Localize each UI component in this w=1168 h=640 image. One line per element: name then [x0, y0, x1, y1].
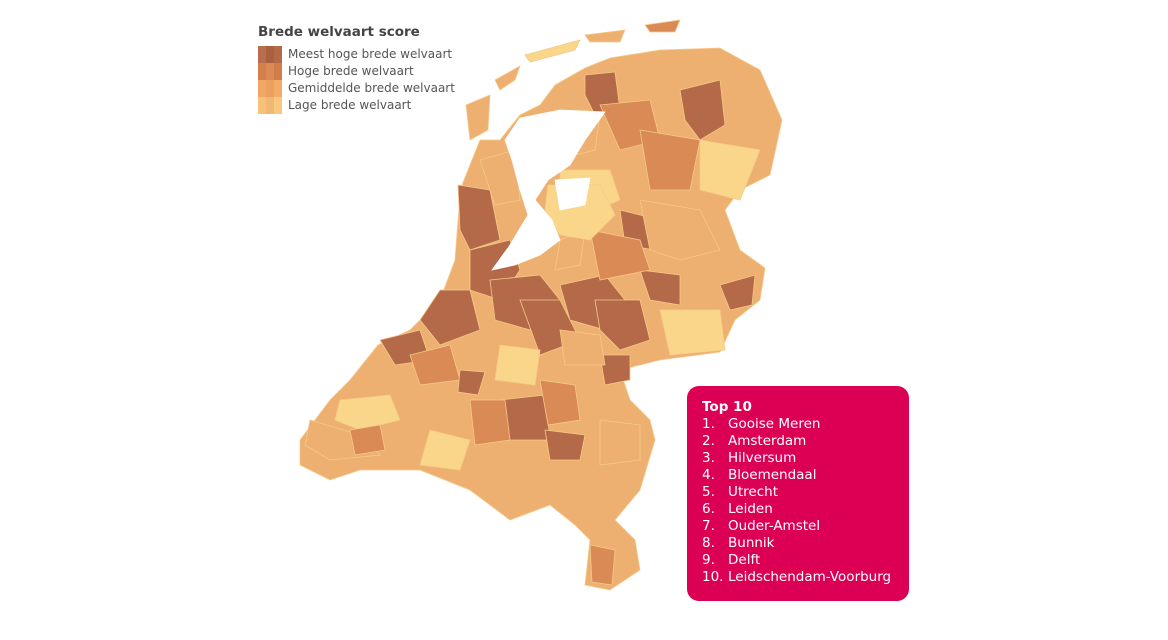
municipality-region [699, 139, 761, 201]
top10-item: 9. Delft [702, 552, 909, 569]
top10-item: 2. Amsterdam [702, 433, 909, 450]
municipality-region [639, 199, 721, 261]
top10-rank: 8. [702, 535, 715, 551]
island-ameland [584, 29, 626, 43]
municipality-region [599, 354, 631, 386]
municipality-region [539, 379, 581, 426]
legend-swatch [266, 46, 274, 63]
top10-rank: 5. [702, 484, 715, 500]
top10-rank: 7. [702, 518, 715, 534]
municipality-region [349, 424, 386, 456]
municipality-region [589, 544, 616, 586]
top10-item: 7. Ouder-Amstel [702, 518, 909, 535]
legend-swatch [266, 80, 274, 97]
municipality-region [419, 289, 481, 346]
legend-swatch [266, 97, 274, 114]
island-terschelling [524, 39, 581, 63]
top10-municipality: Bloemendaal [728, 467, 817, 483]
top10-item: 8. Bunnik [702, 535, 909, 552]
legend-label: Meest hoge brede welvaart [288, 47, 453, 61]
top10-item: 10. Leidschendam-Voorburg [702, 569, 909, 586]
island-texel [465, 94, 491, 141]
top10-rank: 10. [702, 569, 724, 585]
top10-municipality: Bunnik [728, 535, 775, 551]
top10-item: 1. Gooise Meren [702, 416, 909, 433]
municipality-region [469, 399, 511, 446]
top10-rank: 3. [702, 450, 715, 466]
legend-color-scale [258, 46, 282, 114]
island-schiermonnikoog [644, 19, 681, 33]
legend-swatch [274, 46, 282, 63]
top10-municipality: Leidschendam-Voorburg [728, 569, 892, 585]
municipality-region [479, 149, 521, 206]
top10-rank: 4. [702, 467, 715, 483]
legend-swatch [258, 63, 266, 80]
municipality-region [719, 274, 756, 311]
municipality-region [599, 419, 641, 466]
legend-title: Brede welvaart score [258, 24, 420, 40]
legend-swatch [258, 80, 266, 97]
top10-list: 1. Gooise Meren 2. Amsterdam 3. Hilversum 4. Bl… [702, 416, 909, 586]
municipality-region [494, 344, 541, 386]
municipality-region [594, 299, 651, 351]
municipality-region [544, 429, 586, 461]
municipality-region [589, 229, 651, 281]
municipality-region [639, 129, 701, 191]
legend-swatch [258, 97, 266, 114]
legend-swatch [258, 46, 266, 63]
municipality-region [679, 79, 726, 141]
municipality-region [457, 369, 486, 396]
municipality-region [457, 184, 501, 251]
top10-municipality: Utrecht [728, 484, 779, 500]
top10-panel: Top 10 1. Gooise Meren 2. Amsterdam 3. Hilver… [687, 386, 909, 601]
ijsselmeer-water [491, 109, 606, 271]
municipality-region [639, 269, 681, 306]
top10-municipality: Hilversum [728, 450, 797, 466]
top10-municipality: Ouder-Amstel [728, 518, 821, 534]
top10-item: 5. Utrecht [702, 484, 909, 501]
legend-label: Gemiddelde brede welvaart [288, 81, 455, 95]
top10-municipality: Delft [728, 552, 761, 568]
island-vlieland [494, 65, 521, 91]
legend-label: Hoge brede welvaart [288, 64, 414, 78]
top10-item: 6. Leiden [702, 501, 909, 518]
flevoland-gap [554, 177, 591, 211]
top10-item: 4. Bloemendaal [702, 467, 909, 484]
legend-swatch [266, 63, 274, 80]
top10-rank: 1. [702, 416, 715, 432]
top10-rank: 6. [702, 501, 715, 517]
legend-swatch [274, 80, 282, 97]
top10-rank: 9. [702, 552, 715, 568]
legend-label: Lage brede welvaart [288, 98, 412, 112]
legend-swatch [274, 63, 282, 80]
municipality-region [659, 309, 726, 356]
top10-municipality: Gooise Meren [728, 416, 821, 432]
legend: Brede welvaart score Meest hoge brede we… [258, 24, 455, 114]
top10-item: 3. Hilversum [702, 450, 909, 467]
municipality-region [559, 329, 606, 366]
top10-municipality: Amsterdam [728, 433, 807, 449]
legend-swatch [274, 97, 282, 114]
municipality-region [419, 429, 471, 471]
top10-municipality: Leiden [728, 501, 773, 517]
top10-title: Top 10 [702, 399, 752, 415]
top10-rank: 2. [702, 433, 715, 449]
